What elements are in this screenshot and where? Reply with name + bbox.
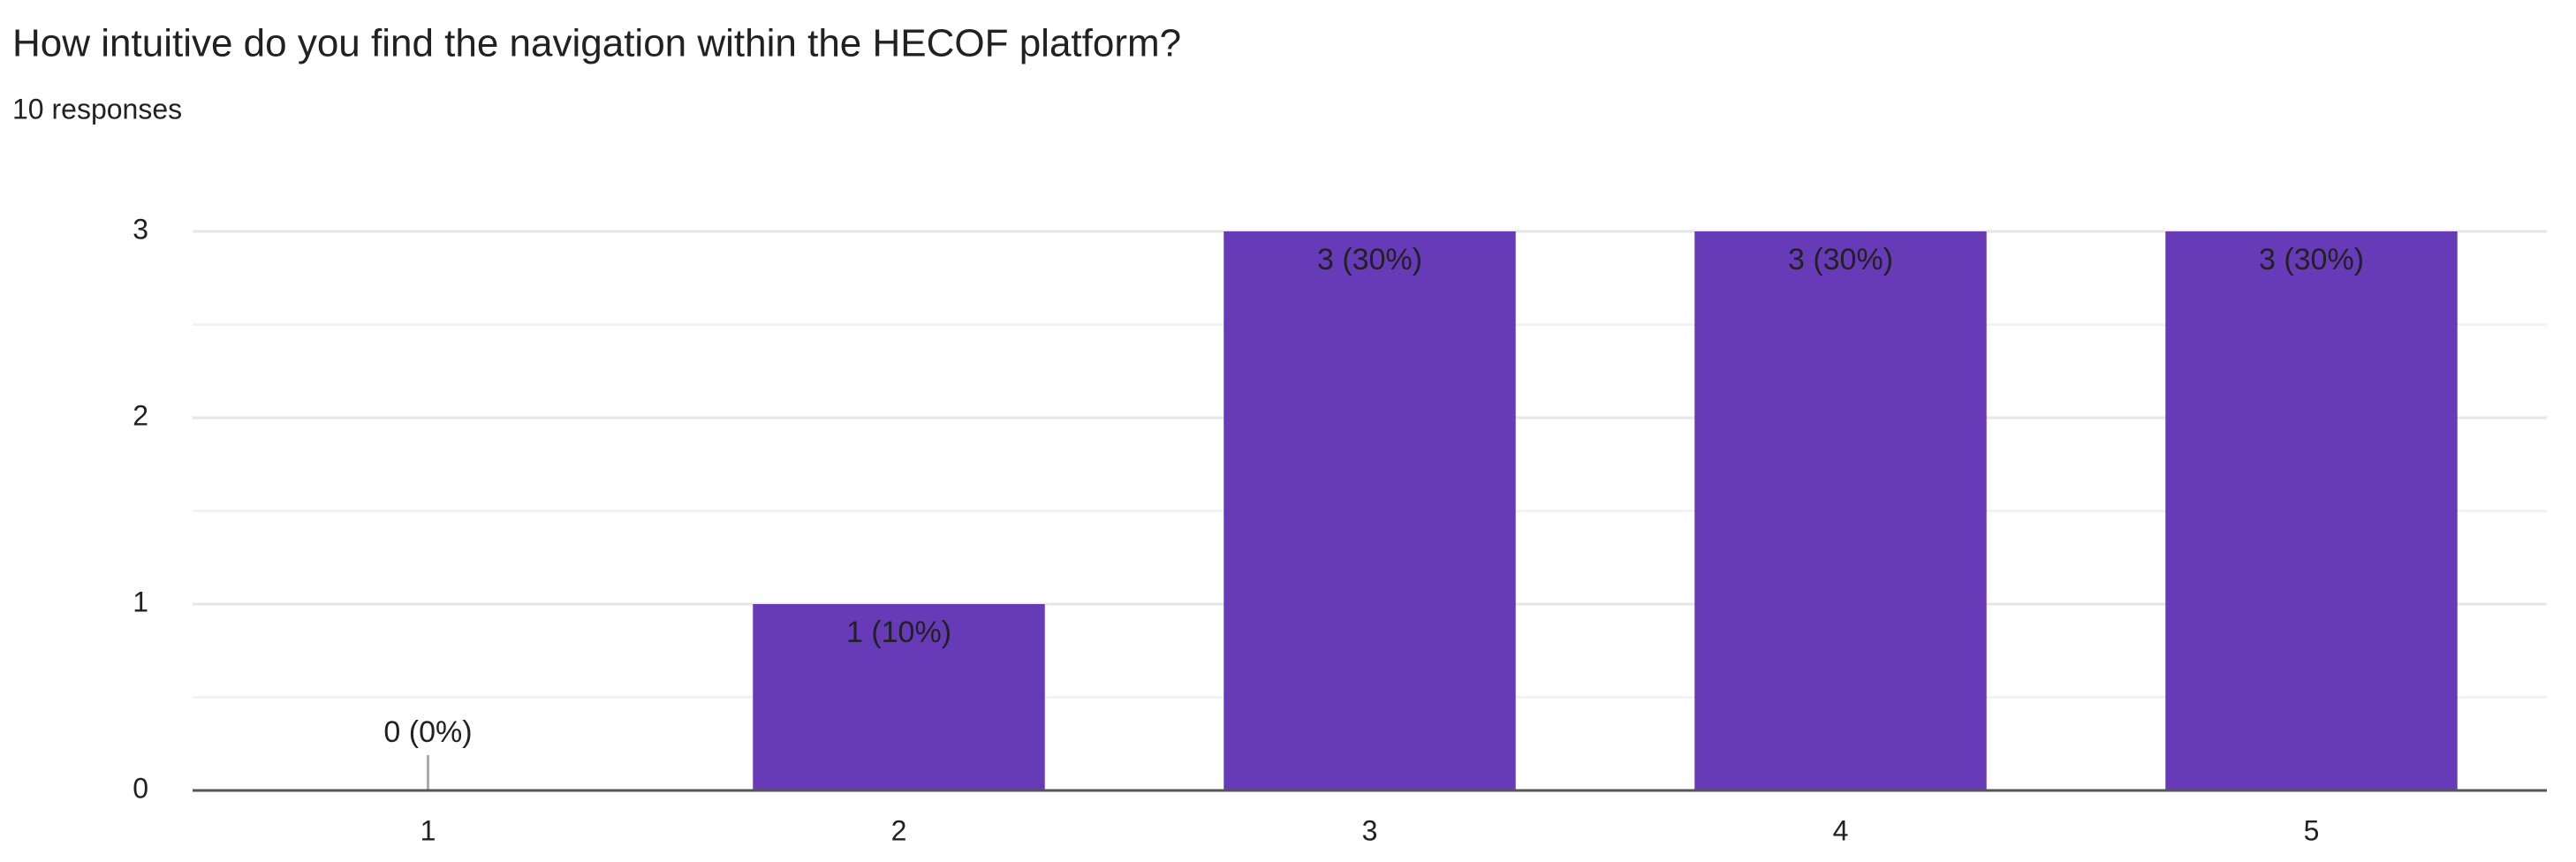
x-tick-label: 3 (1362, 814, 1378, 846)
x-tick-label: 4 (1833, 814, 1849, 846)
x-tick-label: 5 (2304, 814, 2320, 846)
value-label: 3 (30%) (2259, 243, 2364, 276)
x-tick-label: 2 (891, 814, 907, 846)
chart-title: How intuitive do you find the navigation… (12, 22, 1181, 65)
y-tick-label: 3 (133, 213, 148, 245)
y-tick-label: 0 (133, 772, 148, 804)
value-label: 3 (30%) (1317, 243, 1422, 276)
bar (1694, 231, 1987, 790)
bar (1224, 231, 1516, 790)
chart-subtitle: 10 responses (12, 93, 182, 125)
value-label: 0 (0%) (383, 715, 472, 749)
y-tick-label: 2 (133, 399, 148, 431)
bar (753, 604, 1045, 790)
value-label: 1 (10%) (846, 616, 951, 649)
value-label: 3 (30%) (1788, 243, 1893, 276)
bar (2165, 231, 2458, 790)
x-tick-label: 1 (420, 814, 436, 846)
y-tick-label: 1 (133, 586, 148, 617)
